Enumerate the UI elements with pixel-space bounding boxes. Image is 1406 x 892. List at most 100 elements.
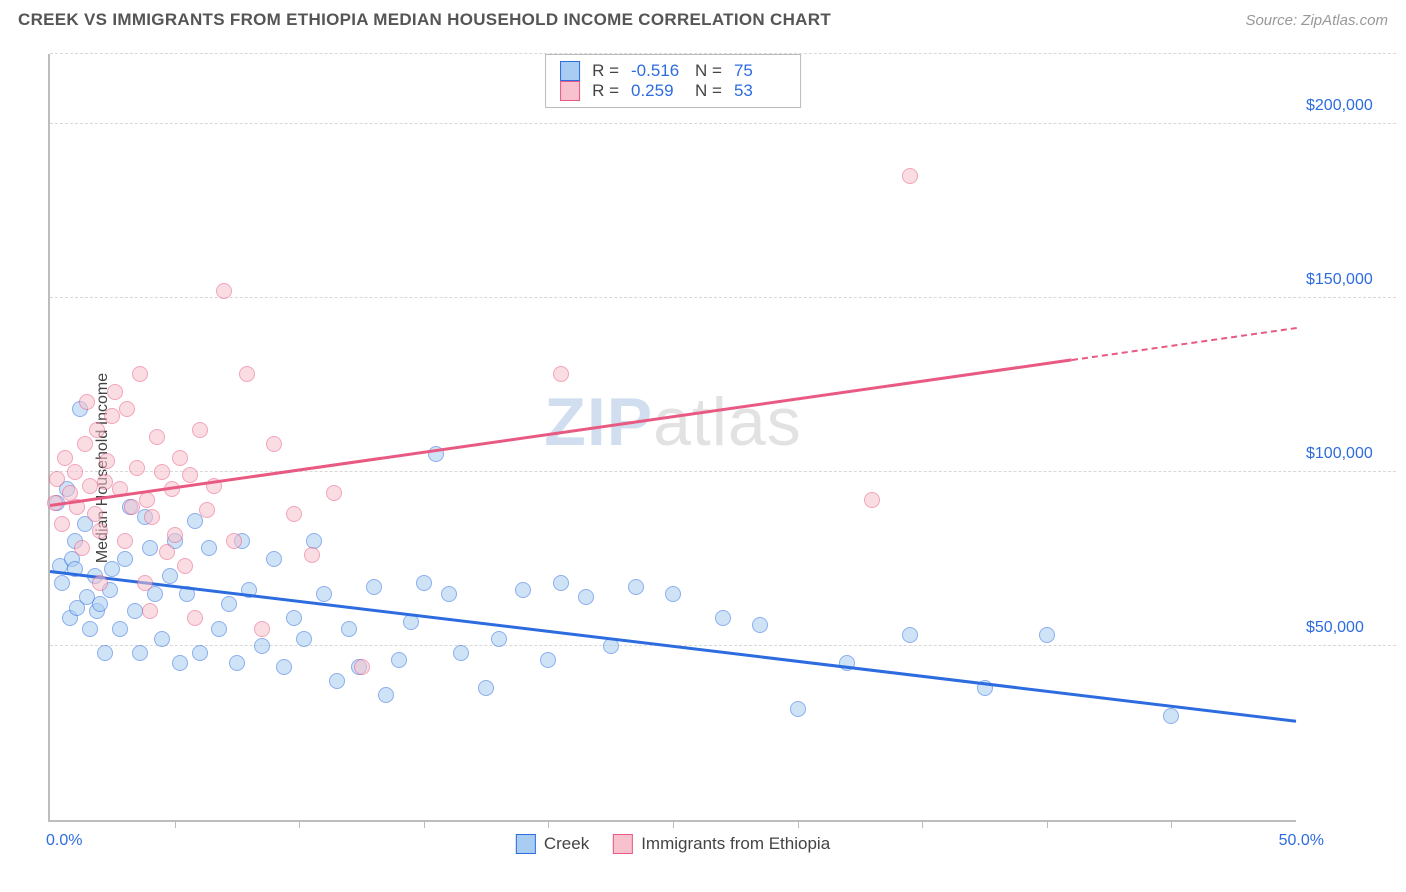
data-point bbox=[87, 506, 103, 522]
data-point bbox=[221, 596, 237, 612]
data-point bbox=[304, 547, 320, 563]
data-point bbox=[229, 655, 245, 671]
data-point bbox=[137, 575, 153, 591]
data-point bbox=[354, 659, 370, 675]
data-point bbox=[254, 638, 270, 654]
x-tick bbox=[175, 820, 176, 828]
data-point bbox=[902, 168, 918, 184]
data-point bbox=[441, 586, 457, 602]
data-point bbox=[254, 621, 270, 637]
x-min-label: 0.0% bbox=[46, 832, 82, 850]
gridline bbox=[50, 123, 1396, 124]
data-point bbox=[665, 586, 681, 602]
legend-item: Immigrants from Ethiopia bbox=[613, 834, 830, 854]
y-tick-label: $50,000 bbox=[1306, 619, 1396, 637]
data-point bbox=[553, 366, 569, 382]
data-point bbox=[119, 401, 135, 417]
x-tick bbox=[1047, 820, 1048, 828]
data-point bbox=[578, 589, 594, 605]
n-value: 75 bbox=[734, 61, 786, 81]
data-point bbox=[902, 627, 918, 643]
legend-stat-row: R =0.259N =53 bbox=[560, 81, 786, 101]
data-point bbox=[790, 701, 806, 717]
data-point bbox=[127, 603, 143, 619]
data-point bbox=[216, 283, 232, 299]
data-point bbox=[159, 544, 175, 560]
r-label: R = bbox=[592, 61, 619, 81]
data-point bbox=[54, 516, 70, 532]
data-point bbox=[226, 533, 242, 549]
y-tick-label: $100,000 bbox=[1306, 445, 1396, 463]
x-tick bbox=[299, 820, 300, 828]
gridline bbox=[50, 297, 1396, 298]
data-point bbox=[154, 464, 170, 480]
data-point bbox=[286, 610, 302, 626]
data-point bbox=[82, 478, 98, 494]
data-point bbox=[139, 492, 155, 508]
data-point bbox=[92, 523, 108, 539]
data-point bbox=[117, 533, 133, 549]
data-point bbox=[142, 603, 158, 619]
data-point bbox=[92, 575, 108, 591]
x-tick bbox=[922, 820, 923, 828]
data-point bbox=[366, 579, 382, 595]
x-tick bbox=[424, 820, 425, 828]
r-value: -0.516 bbox=[631, 61, 683, 81]
series-legend: CreekImmigrants from Ethiopia bbox=[516, 834, 830, 854]
data-point bbox=[628, 579, 644, 595]
y-tick-label: $200,000 bbox=[1306, 97, 1396, 115]
data-point bbox=[162, 568, 178, 584]
data-point bbox=[144, 509, 160, 525]
chart-container: Median Household Income ZIPatlas R =-0.5… bbox=[0, 44, 1406, 892]
x-tick bbox=[1171, 820, 1172, 828]
trend-line bbox=[1072, 327, 1297, 361]
data-point bbox=[752, 617, 768, 633]
chart-title: CREEK VS IMMIGRANTS FROM ETHIOPIA MEDIAN… bbox=[18, 10, 831, 30]
data-point bbox=[266, 551, 282, 567]
data-point bbox=[99, 453, 115, 469]
data-point bbox=[864, 492, 880, 508]
data-point bbox=[132, 366, 148, 382]
data-point bbox=[132, 645, 148, 661]
plot-area: ZIPatlas R =-0.516N =75R =0.259N =53 Cre… bbox=[48, 54, 1296, 822]
data-point bbox=[515, 582, 531, 598]
x-tick bbox=[548, 820, 549, 828]
legend-stat-row: R = -0.516 N = 75 bbox=[560, 61, 786, 81]
data-point bbox=[89, 422, 105, 438]
data-point bbox=[329, 673, 345, 689]
x-max-label: 50.0% bbox=[1279, 832, 1324, 850]
data-point bbox=[57, 450, 73, 466]
data-point bbox=[107, 384, 123, 400]
r-label: R = bbox=[592, 81, 619, 101]
legend-swatch bbox=[516, 834, 536, 854]
y-tick-label: $150,000 bbox=[1306, 271, 1396, 289]
r-value: 0.259 bbox=[631, 81, 683, 101]
data-point bbox=[540, 652, 556, 668]
data-point bbox=[453, 645, 469, 661]
legend-swatch bbox=[560, 61, 580, 81]
data-point bbox=[182, 467, 198, 483]
data-point bbox=[124, 499, 140, 515]
data-point bbox=[172, 655, 188, 671]
data-point bbox=[49, 471, 65, 487]
legend-swatch bbox=[560, 81, 580, 101]
data-point bbox=[416, 575, 432, 591]
data-point bbox=[296, 631, 312, 647]
data-point bbox=[177, 558, 193, 574]
data-point bbox=[167, 527, 183, 543]
data-point bbox=[112, 621, 128, 637]
data-point bbox=[154, 631, 170, 647]
data-point bbox=[1039, 627, 1055, 643]
data-point bbox=[117, 551, 133, 567]
data-point bbox=[266, 436, 282, 452]
gridline bbox=[50, 53, 1396, 54]
data-point bbox=[142, 540, 158, 556]
data-point bbox=[211, 621, 227, 637]
data-point bbox=[201, 540, 217, 556]
data-point bbox=[715, 610, 731, 626]
x-tick bbox=[673, 820, 674, 828]
n-label: N = bbox=[695, 61, 722, 81]
data-point bbox=[79, 394, 95, 410]
data-point bbox=[149, 429, 165, 445]
n-value: 53 bbox=[734, 81, 786, 101]
